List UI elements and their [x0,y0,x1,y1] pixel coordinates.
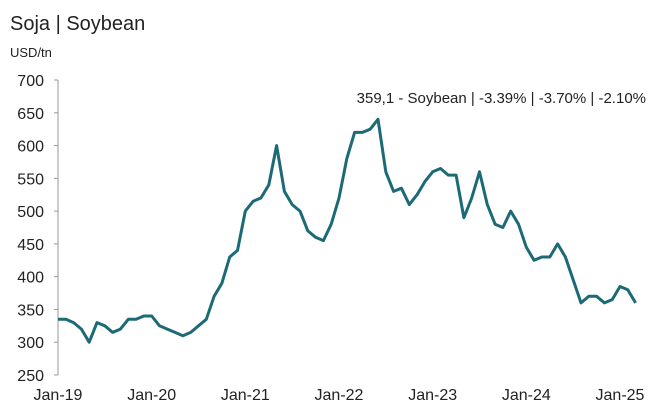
chart-title: Soja | Soybean [10,13,145,35]
y-tick-label: 250 [17,368,44,385]
x-tick-label: Jan-24 [502,387,551,404]
x-tick-label: Jan-21 [221,387,270,404]
y-tick-label: 450 [17,237,44,254]
y-tick-label: 300 [17,335,44,352]
x-tick-label: Jan-20 [127,387,176,404]
y-tick-label: 550 [17,171,44,188]
y-tick-label: 500 [17,204,44,221]
y-tick-label: 650 [17,106,44,123]
annotation: 359,1 - Soybean | -3.39% | -3.70% | -2.1… [357,90,646,107]
y-tick-label: 700 [17,73,44,90]
y-tick-label: 600 [17,139,44,156]
line-series [58,117,637,344]
x-tick-label: Jan-23 [408,387,457,404]
y-axis-label: USD/tn [10,45,52,60]
x-tick-label: Jan-19 [34,387,83,404]
x-tick-label: Jan-25 [596,387,645,404]
y-tick-label: 400 [17,270,44,287]
y-tick-label: 350 [17,302,44,319]
x-tick-label: Jan-22 [315,387,364,404]
